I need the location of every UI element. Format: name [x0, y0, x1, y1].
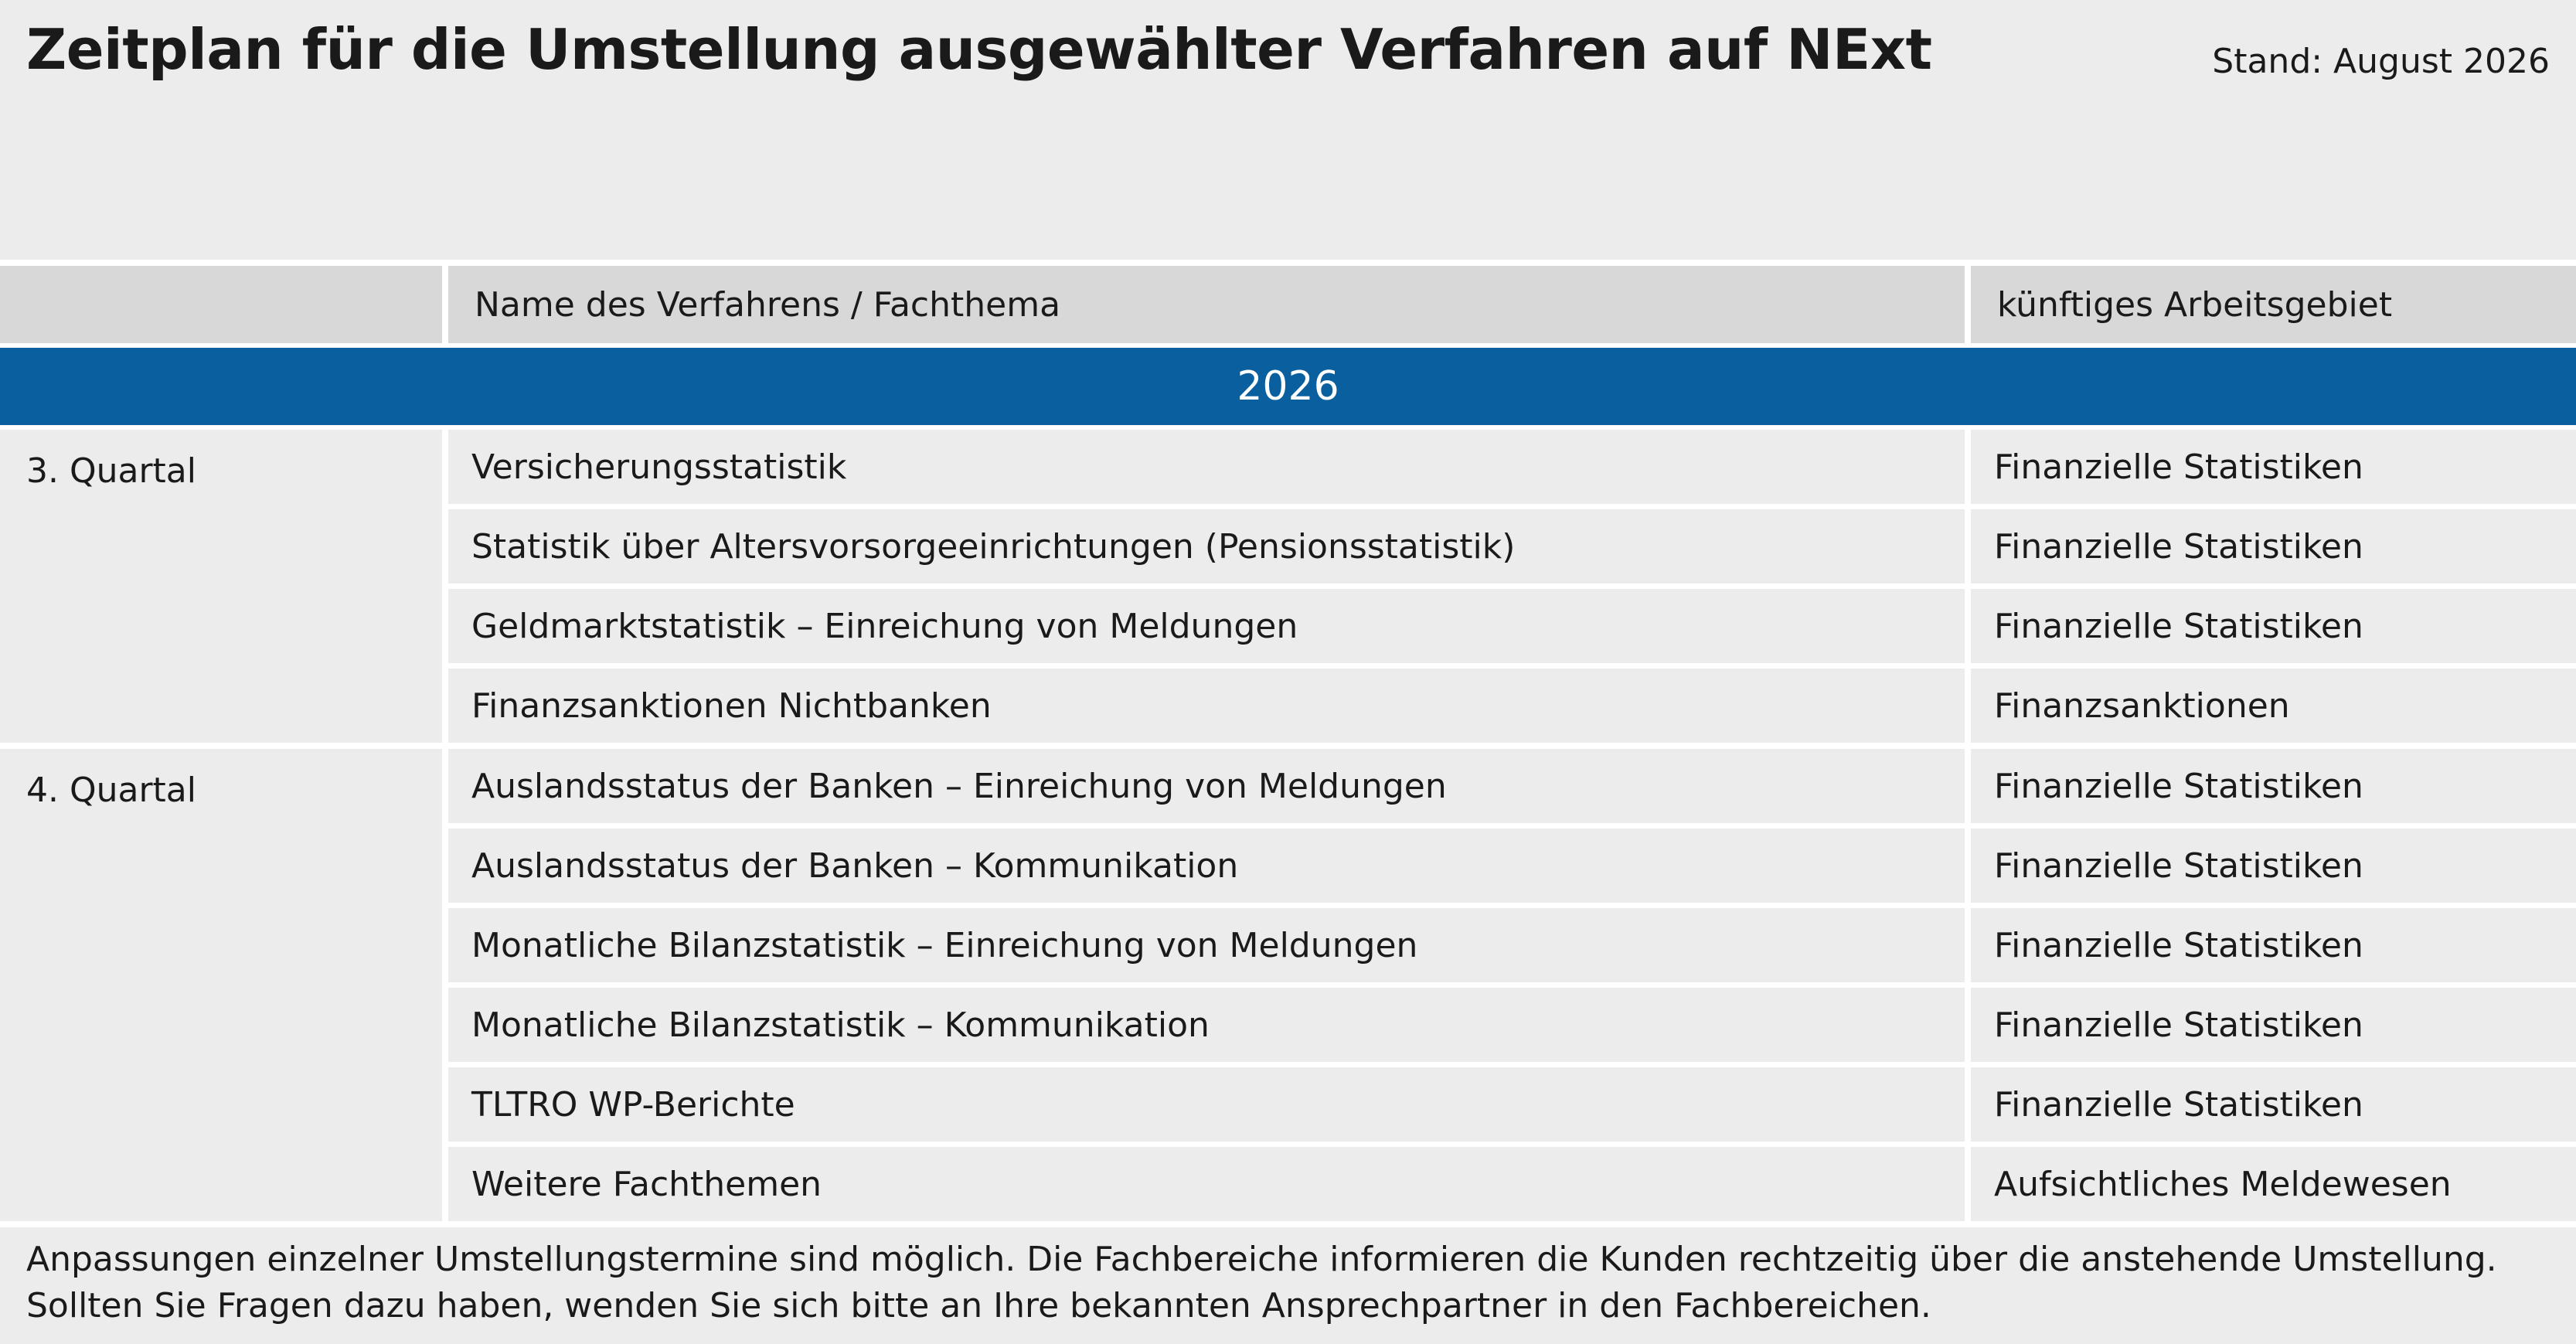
header-col-area: künftiges Arbeitsgebiet — [1965, 266, 2576, 343]
procedure-name: Monatliche Bilanzstatistik – Einreichung… — [442, 908, 1965, 982]
work-area: Finanzielle Statistiken — [1965, 1067, 2576, 1142]
table-body: 3. Quartal Versicherungsstatistik Finanzie… — [0, 430, 2576, 1227]
table-row: Monatliche Bilanzstatistik – Kommunikati… — [442, 988, 2576, 1067]
table-row: Geldmarktstatistik – Einreichung von Mel… — [442, 589, 2576, 669]
procedure-name: Monatliche Bilanzstatistik – Kommunikati… — [442, 988, 1965, 1062]
work-area: Finanzielle Statistiken — [1965, 430, 2576, 504]
procedure-name: Auslandsstatus der Banken – Einreichung … — [442, 749, 1965, 823]
procedure-name: Statistik über Altersvorsorgeeinrichtung… — [442, 509, 1965, 584]
work-area: Finanzsanktionen — [1965, 669, 2576, 743]
work-area: Finanzielle Statistiken — [1965, 988, 2576, 1062]
work-area: Finanzielle Statistiken — [1965, 908, 2576, 982]
quarter-label: 4. Quartal — [26, 771, 196, 810]
quarter-group: 4. Quartal Auslandsstatus der Banken – Ei… — [0, 749, 2576, 1227]
quarter-label: 3. Quartal — [26, 451, 196, 491]
table-row: TLTRO WP-Berichte Finanzielle Statistiken — [442, 1067, 2576, 1147]
header-col-quarter — [0, 266, 442, 343]
page-title: Zeitplan für die Umstellung ausgewählter… — [26, 17, 1932, 82]
quarter-rows: Auslandsstatus der Banken – Einreichung … — [442, 749, 2576, 1221]
table-row: Statistik über Altersvorsorgeeinrichtung… — [442, 509, 2576, 589]
work-area: Finanzielle Statistiken — [1965, 749, 2576, 823]
work-area: Finanzielle Statistiken — [1965, 589, 2576, 663]
table-row: Weitere Fachthemen Aufsichtliches Meldewe… — [442, 1147, 2576, 1221]
header-col-procedure: Name des Verfahrens / Fachthema — [442, 266, 1965, 343]
table-row: Monatliche Bilanzstatistik – Einreichung… — [442, 908, 2576, 988]
table-header: Name des Verfahrens / Fachthema künftige… — [0, 260, 2576, 348]
work-area: Finanzielle Statistiken — [1965, 829, 2576, 903]
table-row: Versicherungsstatistik Finanzielle Statis… — [442, 430, 2576, 509]
procedure-name: Auslandsstatus der Banken – Kommunikatio… — [442, 829, 1965, 903]
table-row: Finanzsanktionen Nichtbanken Finanzsankti… — [442, 669, 2576, 743]
procedure-name: Finanzsanktionen Nichtbanken — [442, 669, 1965, 743]
quarter-group: 3. Quartal Versicherungsstatistik Finanzie… — [0, 430, 2576, 749]
quarter-rows: Versicherungsstatistik Finanzielle Statis… — [442, 430, 2576, 743]
footnote-line-1: Anpassungen einzelner Umstellungstermine… — [26, 1240, 2497, 1279]
status-date: Stand: August 2026 — [2212, 42, 2550, 81]
year-bar: 2026 — [0, 348, 2576, 430]
work-area: Finanzielle Statistiken — [1965, 509, 2576, 584]
table-row: Auslandsstatus der Banken – Kommunikatio… — [442, 829, 2576, 908]
work-area: Aufsichtliches Meldewesen — [1965, 1147, 2576, 1221]
footnote: Anpassungen einzelner Umstellungstermine… — [26, 1237, 2497, 1329]
table-row: Auslandsstatus der Banken – Einreichung … — [442, 749, 2576, 829]
procedure-name: Weitere Fachthemen — [442, 1147, 1965, 1221]
schedule-table: Name des Verfahrens / Fachthema künftige… — [0, 260, 2576, 1227]
procedure-name: Geldmarktstatistik – Einreichung von Mel… — [442, 589, 1965, 663]
footnote-line-2: Sollten Sie Fragen dazu haben, wenden Si… — [26, 1286, 1931, 1325]
procedure-name: TLTRO WP-Berichte — [442, 1067, 1965, 1142]
procedure-name: Versicherungsstatistik — [442, 430, 1965, 504]
